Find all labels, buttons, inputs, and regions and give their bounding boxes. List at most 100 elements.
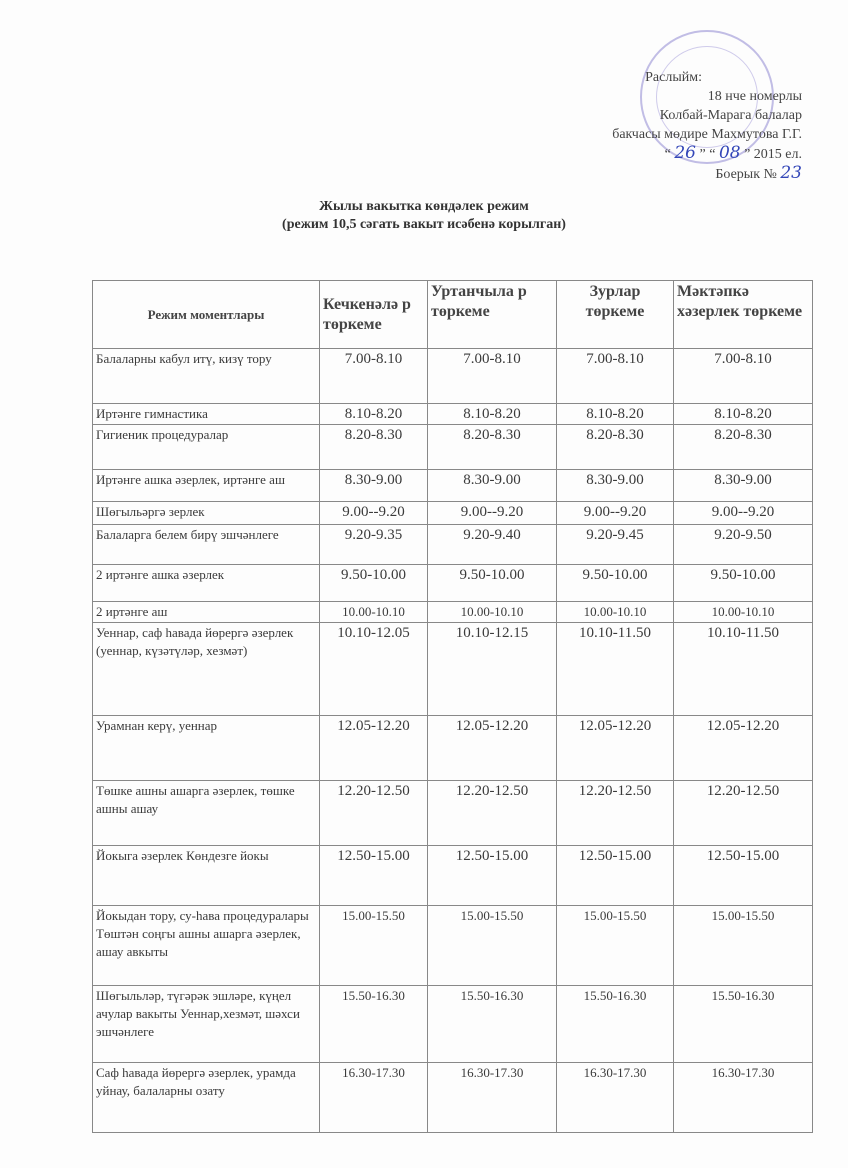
- approval-line-1: 18 нче номерлы: [707, 89, 802, 104]
- date-year: 2015 ел.: [753, 147, 802, 162]
- time-cell: 12.20-12.50: [673, 780, 813, 846]
- time-cell: 15.50-16.30: [673, 985, 813, 1063]
- time-cell: 9.20-9.40: [427, 524, 557, 565]
- time-cell: 8.20-8.30: [673, 424, 813, 470]
- activity-cell: Шөгыльләр, түгәрәк эшләре, күңел ачулар …: [92, 985, 320, 1063]
- approval-block: Раслыйм: 18 нче номерлы Колбай-Марага ба…: [612, 68, 802, 184]
- time-cell: 9.00--9.20: [427, 501, 557, 525]
- title-line-1: Жылы вакытка көндәлек режим: [319, 199, 529, 214]
- time-cell: 15.00-15.50: [673, 905, 813, 986]
- time-cell: 10.10-11.50: [673, 622, 813, 716]
- activity-cell: Балаларга белем бирү эшчәнлеге: [92, 524, 320, 565]
- time-cell: 12.50-15.00: [673, 845, 813, 906]
- header-activity: Режим моментлары: [92, 280, 320, 349]
- approval-order: Боерык № 23: [612, 164, 802, 184]
- activity-cell: Иртәнге ашка әзерлек, иртәнге аш: [92, 469, 320, 502]
- time-cell: 12.05-12.20: [673, 715, 813, 781]
- time-cell: 12.05-12.20: [319, 715, 428, 781]
- title-line-2: (режим 10,5 сәгать вакыт исәбенә корылга…: [282, 217, 566, 232]
- time-cell: 9.20-9.50: [673, 524, 813, 565]
- table-row: Иртәнге ашка әзерлек, иртәнге аш 8.30-9.0…: [92, 469, 813, 502]
- activity-cell: 2 иртәнге ашка әзерлек: [92, 564, 320, 602]
- activity-cell: Урамнан керү, уеннар: [92, 715, 320, 781]
- activity-cell: Балаларны кабул итү, кизү тору: [92, 348, 320, 404]
- time-cell: 16.30-17.30: [556, 1062, 674, 1133]
- activity-cell: Шөгыльәргә зерлек: [92, 501, 320, 525]
- date-month: 08: [718, 143, 741, 163]
- table-row: 2 иртәнге аш 10.00-10.10 10.00-10.10 10.00-…: [92, 601, 813, 623]
- time-cell: 10.10-12.15: [427, 622, 557, 716]
- time-cell: 7.00-8.10: [319, 348, 428, 404]
- time-cell: 9.50-10.00: [673, 564, 813, 602]
- time-cell: 15.00-15.50: [556, 905, 674, 986]
- time-cell: 9.00--9.20: [673, 501, 813, 525]
- time-cell: 9.20-9.45: [556, 524, 674, 565]
- time-cell: 8.30-9.00: [427, 469, 557, 502]
- time-cell: 12.50-15.00: [427, 845, 557, 906]
- activity-cell: Саф һавада йөрергә әзерлек, урамда уйнау…: [92, 1062, 320, 1133]
- schedule-table: Режим моментлары Кечкенәлә р төркеме Урт…: [92, 280, 813, 1133]
- time-cell: 15.00-15.50: [319, 905, 428, 986]
- time-cell: 7.00-8.10: [427, 348, 557, 404]
- time-cell: 16.30-17.30: [427, 1062, 557, 1133]
- time-cell: 9.00--9.20: [319, 501, 428, 525]
- table-row: Саф һавада йөрергә әзерлек, урамда уйнау…: [92, 1062, 813, 1133]
- table-row: Шөгыльәргә зерлек 9.00--9.20 9.00--9.20 9.0…: [92, 501, 813, 525]
- activity-cell: Гигиеник процедуралар: [92, 424, 320, 470]
- time-cell: 15.00-15.50: [427, 905, 557, 986]
- time-cell: 12.20-12.50: [556, 780, 674, 846]
- header-senior: Зурлар төркеме: [556, 280, 674, 349]
- table-row: Уеннар, саф һавада йөрергә әзерлек (уенн…: [92, 622, 813, 716]
- table-row: Төшке ашны ашарга әзерлек, төшке ашны аш…: [92, 780, 813, 846]
- time-cell: 8.10-8.20: [673, 403, 813, 425]
- time-cell: 10.00-10.10: [556, 601, 674, 623]
- table-row: Йокыдан тору, су-һава процедуралары Төшт…: [92, 905, 813, 986]
- time-cell: 16.30-17.30: [673, 1062, 813, 1133]
- activity-cell: Уеннар, саф һавада йөрергә әзерлек (уенн…: [92, 622, 320, 716]
- time-cell: 12.05-12.20: [556, 715, 674, 781]
- time-cell: 9.50-10.00: [319, 564, 428, 602]
- time-cell: 15.50-16.30: [556, 985, 674, 1063]
- activity-cell: 2 иртәнге аш: [92, 601, 320, 623]
- time-cell: 12.50-15.00: [556, 845, 674, 906]
- activity-cell: Йокыдан тору, су-һава процедуралары Төшт…: [92, 905, 320, 986]
- time-cell: 8.10-8.20: [556, 403, 674, 425]
- time-cell: 12.20-12.50: [427, 780, 557, 846]
- table-header-row: Режим моментлары Кечкенәлә р төркеме Урт…: [92, 280, 813, 349]
- activity-cell: Төшке ашны ашарга әзерлек, төшке ашны аш…: [92, 780, 320, 846]
- time-cell: 8.20-8.30: [319, 424, 428, 470]
- time-cell: 9.20-9.35: [319, 524, 428, 565]
- time-cell: 8.30-9.00: [673, 469, 813, 502]
- approval-line-3: бакчасы мөдире Махмутова Г.Г.: [612, 127, 802, 142]
- official-stamp: [640, 30, 774, 164]
- time-cell: 8.20-8.30: [556, 424, 674, 470]
- time-cell: 8.30-9.00: [319, 469, 428, 502]
- time-cell: 8.30-9.00: [556, 469, 674, 502]
- order-label: Боерык №: [715, 167, 777, 182]
- time-cell: 9.50-10.00: [427, 564, 557, 602]
- time-cell: 16.30-17.30: [319, 1062, 428, 1133]
- header-preschool: Мәктәпкә хәзерлек төркеме: [673, 280, 813, 349]
- date-day: 26: [674, 143, 696, 163]
- table-row: Урамнан керү, уеннар 12.05-12.20 12.05-12.…: [92, 715, 813, 781]
- table-row: Йокыга әзерлек Көндезге йокы 12.50-15.00 1…: [92, 845, 813, 906]
- activity-cell: Йокыга әзерлек Көндезге йокы: [92, 845, 320, 906]
- table-row: Балаларны кабул итү, кизү тору 7.00-8.10 7…: [92, 348, 813, 404]
- time-cell: 9.50-10.00: [556, 564, 674, 602]
- activity-cell: Иртәнге гимнастика: [92, 403, 320, 425]
- time-cell: 8.10-8.20: [427, 403, 557, 425]
- table-row: Шөгыльләр, түгәрәк эшләре, күңел ачулар …: [92, 985, 813, 1063]
- approval-date: “ 26 ” “ 08 ” 2015 ел.: [664, 143, 802, 163]
- time-cell: 9.00--9.20: [556, 501, 674, 525]
- approval-label: Раслыйм:: [645, 70, 702, 85]
- time-cell: 8.10-8.20: [319, 403, 428, 425]
- table-row: 2 иртәнге ашка әзерлек 9.50-10.00 9.50-10.…: [92, 564, 813, 602]
- time-cell: 10.10-12.05: [319, 622, 428, 716]
- time-cell: 10.10-11.50: [556, 622, 674, 716]
- time-cell: 15.50-16.30: [427, 985, 557, 1063]
- document-title: Жылы вакытка көндәлек режим (режим 10,5 …: [0, 198, 848, 234]
- order-number: 23: [780, 163, 802, 183]
- time-cell: 10.00-10.10: [673, 601, 813, 623]
- time-cell: 12.05-12.20: [427, 715, 557, 781]
